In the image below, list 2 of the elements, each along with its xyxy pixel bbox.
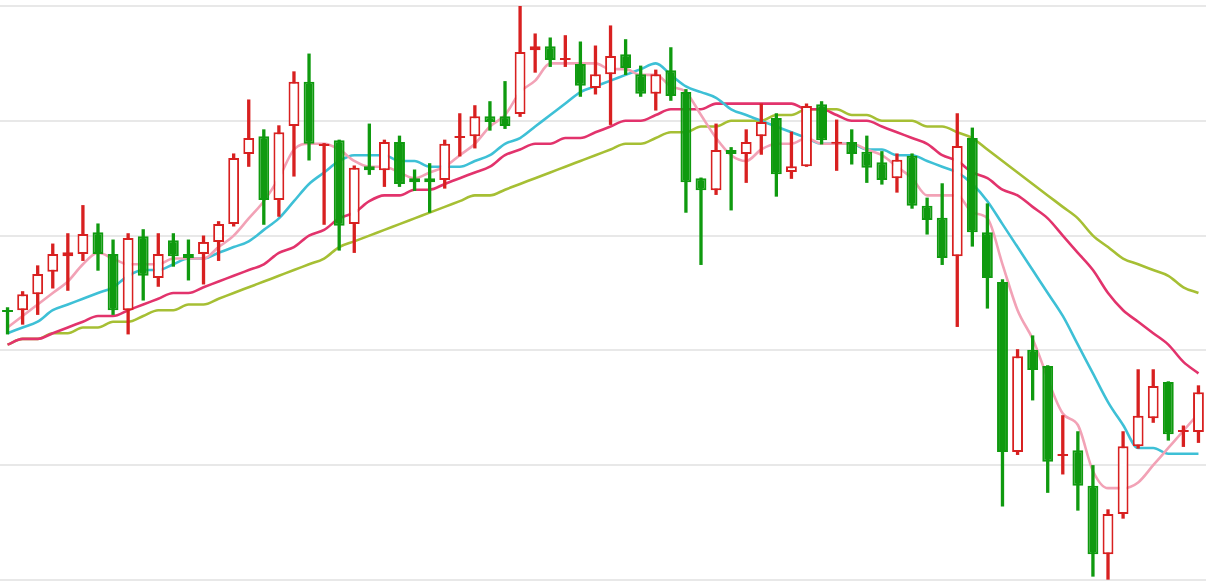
candlestick bbox=[499, 81, 511, 129]
candlestick bbox=[484, 101, 496, 131]
